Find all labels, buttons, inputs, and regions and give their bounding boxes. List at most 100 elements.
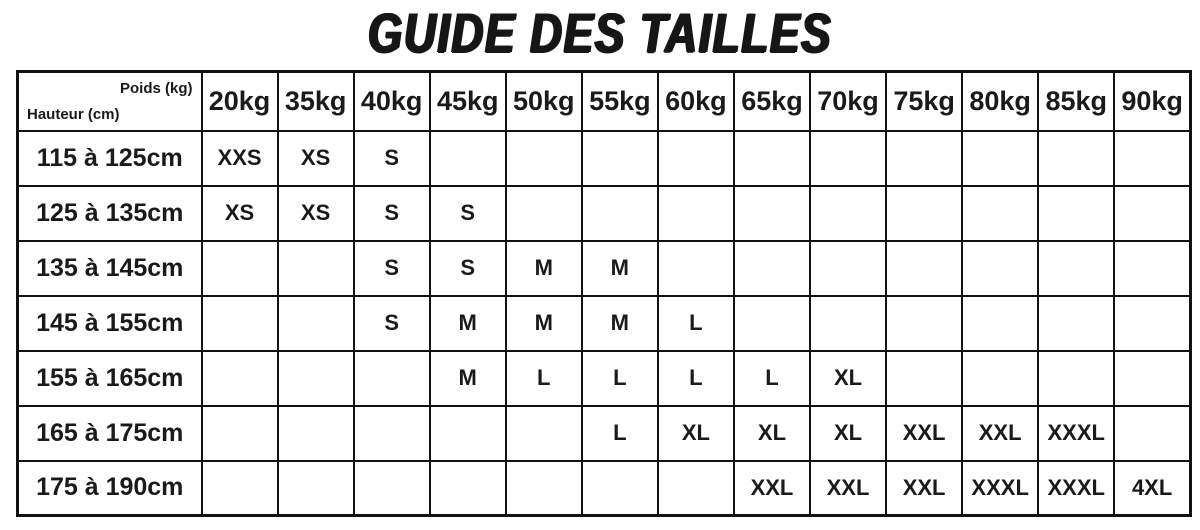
size-cell: S [352,239,431,297]
size-cell: M [428,349,507,407]
empty-cell [961,184,1040,242]
weight-header: 80kg [961,70,1040,132]
empty-cell [428,459,507,517]
empty-cell [961,239,1040,297]
empty-cell [885,349,964,407]
size-chart-table: Poids (kg) Hauteur (cm) 20kg 35kg 40kg 45kg… [16,70,1192,517]
empty-cell [808,294,888,352]
table-row: 135 à 145cm S S M M [16,239,1192,297]
height-range-label: 135 à 145cm [16,239,203,297]
empty-cell [352,404,431,462]
empty-cell [808,184,888,242]
page-title: GUIDE DES TAILLES [367,1,833,65]
empty-cell [732,239,812,297]
empty-cell [961,129,1040,187]
weight-header: 45kg [428,70,507,132]
size-cell: XXL [961,404,1040,462]
empty-cell [276,459,355,517]
empty-cell [200,294,279,352]
height-range-label: 175 à 190cm [16,459,203,517]
size-cell: XL [656,404,735,462]
weight-header: 85kg [1037,70,1116,132]
size-cell: S [352,129,431,187]
weight-header: 70kg [808,70,888,132]
size-cell: L [580,349,659,407]
size-cell: L [580,404,659,462]
size-cell: XXXL [1037,404,1116,462]
empty-cell [808,239,888,297]
weight-header: 60kg [656,70,735,132]
weight-header: 50kg [504,70,583,132]
empty-cell [276,239,355,297]
size-cell: XS [276,184,355,242]
size-cell: L [732,349,812,407]
size-cell: M [504,239,583,297]
size-cell: XL [808,349,888,407]
empty-cell [656,459,735,517]
weight-header: 40kg [352,70,431,132]
size-cell: 4XL [1113,459,1192,517]
size-cell: XXL [885,404,964,462]
height-range-label: 155 à 165cm [16,349,203,407]
empty-cell [885,294,964,352]
size-cell: XXXL [961,459,1040,517]
size-cell: S [352,184,431,242]
size-cell: L [504,349,583,407]
weight-header: 75kg [885,70,964,132]
corner-weight-label: Poids (kg) [119,80,193,97]
empty-cell [200,349,279,407]
empty-cell [200,404,279,462]
table-row: 175 à 190cm XXL XXL XXL XXXL XXXL 4XL [16,459,1192,517]
empty-cell [200,459,279,517]
size-cell: XXXL [1037,459,1116,517]
empty-cell [656,129,735,187]
size-cell: XS [200,184,279,242]
table-row: 115 à 125cm XXS XS S [16,129,1192,187]
size-cell: L [656,294,735,352]
empty-cell [504,459,583,517]
empty-cell [504,404,583,462]
size-cell: XL [732,404,812,462]
size-cell: M [428,294,507,352]
size-cell: L [656,349,735,407]
size-cell: S [352,294,431,352]
empty-cell [1113,239,1192,297]
size-cell: S [428,239,507,297]
empty-cell [200,239,279,297]
empty-cell [504,129,583,187]
table-row: 125 à 135cm XS XS S S [16,184,1192,242]
empty-cell [428,404,507,462]
empty-cell [504,184,583,242]
empty-cell [1037,184,1116,242]
empty-cell [352,459,431,517]
empty-cell [656,184,735,242]
empty-cell [732,129,812,187]
empty-cell [1113,129,1192,187]
empty-cell [885,239,964,297]
empty-cell [732,294,812,352]
title-bar: GUIDE DES TAILLES [0,0,1200,66]
empty-cell [1113,349,1192,407]
weight-header: 55kg [580,70,659,132]
empty-cell [885,184,964,242]
empty-cell [276,404,355,462]
empty-cell [1037,239,1116,297]
empty-cell [808,129,888,187]
table-row: 145 à 155cm S M M M L [16,294,1192,352]
size-cell: XXS [200,129,279,187]
size-cell: S [428,184,507,242]
weight-header: 90kg [1113,70,1192,132]
empty-cell [580,129,659,187]
empty-cell [352,349,431,407]
corner-cell: Poids (kg) Hauteur (cm) [16,70,203,132]
empty-cell [276,349,355,407]
empty-cell [961,349,1040,407]
weight-header: 20kg [200,70,279,132]
weight-header: 65kg [732,70,812,132]
height-range-label: 145 à 155cm [16,294,203,352]
empty-cell [1037,294,1116,352]
size-cell: XXL [808,459,888,517]
empty-cell [1113,294,1192,352]
weight-header-row: Poids (kg) Hauteur (cm) 20kg 35kg 40kg 45kg… [16,70,1192,132]
